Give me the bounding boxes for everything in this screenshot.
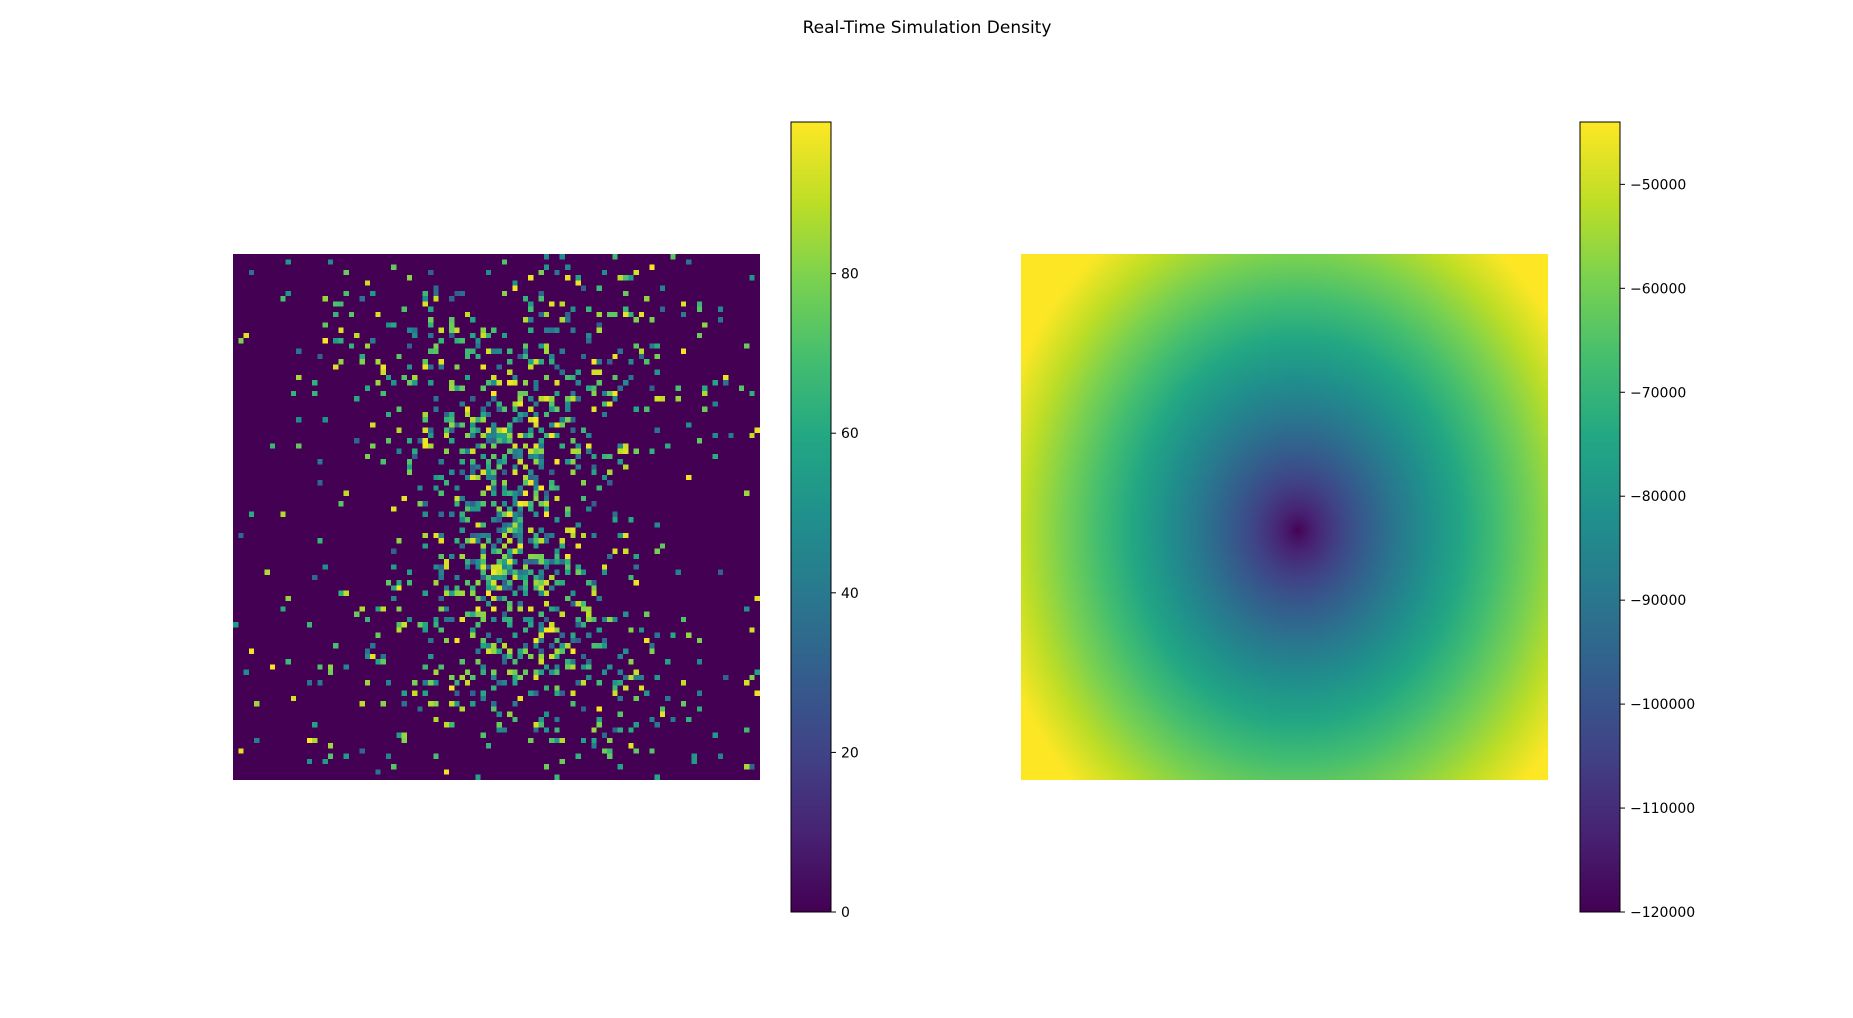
potential-heatmap bbox=[1021, 254, 1548, 780]
colorbar-tick-label: −90000 bbox=[1630, 593, 1686, 609]
potential-colorbar-ticks: −120000 −110000 −100000 −90000 −80000 −70000 −… bbox=[1620, 177, 1695, 921]
colorbar-tick-label: 20 bbox=[841, 745, 859, 761]
colorbar-tick-label: 40 bbox=[841, 586, 859, 602]
colorbar-tick-label: −120000 bbox=[1630, 905, 1695, 921]
colorbar-tick-label: −80000 bbox=[1630, 489, 1686, 505]
colorbar-tick-label: −50000 bbox=[1630, 177, 1686, 193]
potential-colorbar: −120000 −110000 −100000 −90000 −80000 −70000 −… bbox=[1579, 121, 1695, 921]
density-colorbar-frame bbox=[790, 121, 832, 913]
colorbar-tick-label: 60 bbox=[841, 426, 859, 442]
colorbar-tick-label: −100000 bbox=[1630, 697, 1695, 713]
colorbar-tick-label: −110000 bbox=[1630, 801, 1695, 817]
colorbar-tick-label: −60000 bbox=[1630, 281, 1686, 297]
density-heatmap-image bbox=[233, 254, 760, 780]
potential-colorbar-gradient bbox=[1580, 122, 1620, 912]
density-heatmap bbox=[233, 254, 760, 780]
colorbar-tick-label: 0 bbox=[841, 905, 850, 921]
colorbar-tick-label: −70000 bbox=[1630, 385, 1686, 401]
potential-colorbar-frame bbox=[1579, 121, 1621, 913]
density-colorbar-gradient bbox=[791, 122, 831, 912]
colorbar-tick-label: 80 bbox=[841, 267, 859, 283]
density-colorbar: 0 20 40 60 80 bbox=[790, 121, 859, 921]
potential-heatmap-image bbox=[1021, 254, 1548, 780]
figure-title: Real-Time Simulation Density bbox=[803, 18, 1052, 38]
density-colorbar-ticks: 0 20 40 60 80 bbox=[831, 267, 859, 921]
